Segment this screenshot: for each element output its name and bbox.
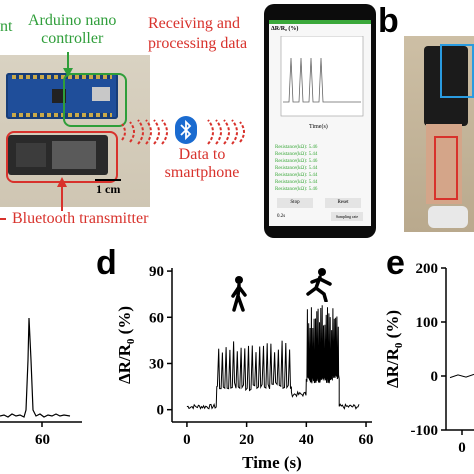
sensor-highlight-box [440,44,474,98]
arduino-highlight-box [63,73,127,127]
e-xtick-label: 0 [458,440,466,456]
phone-plot-xlabel: Time(s) [309,124,328,130]
data-label-line1: Data to [178,146,226,163]
c-xtick-label: 60 [35,432,50,448]
cut-label-left: nt [0,18,13,35]
arduino-label: Arduino nano controller [28,12,116,48]
phone-readouts: Resistance(kΩ): 5.46 Resistance(kΩ): 5.4… [275,144,317,193]
d-xtick-label: 60 [359,432,374,448]
d-ylabel: ΔR/R0 (%) [115,306,137,384]
scale-bar-label: 1 cm [96,182,121,196]
panel-label-d: d [96,244,117,282]
phone-readout: Resistance(kΩ): 5.46 [275,145,318,150]
phone-plot-ylabel: ΔR/R₀ (%) [271,26,299,32]
phone-screen: ΔR/R₀ (%) Time(s) Resistance(kΩ): 5.46 R… [269,20,371,226]
d-ytick-label: 0 [157,403,165,419]
e-ytick-label: 100 [416,315,439,331]
receiving-label: Receiving and processing data [148,14,247,54]
d-xtick-label: 40 [299,432,314,448]
panel-label-e: e [386,244,405,282]
phone-time-value: 0.2s [277,214,286,219]
wireless-signal [121,119,245,145]
panel-label-b: b [378,2,399,40]
e-ytick-label: -100 [411,423,439,439]
board-photo: 1 cm [0,55,150,207]
phone-reset-button[interactable]: Reset [325,198,361,208]
d-xlabel: Time (s) [242,453,302,472]
phone-sampling-button[interactable]: Sampling rate [331,212,363,221]
d-ytick-label: 60 [149,310,164,326]
receiving-label-line1: Receiving and [148,15,240,32]
panel-d-chart: 0 20 40 60 0 30 60 90 Time (s) ΔR/R0 (%) [115,264,374,472]
d-xtick-label: 0 [183,432,191,448]
c-line [0,317,71,418]
e-ytick-label: 0 [431,369,439,385]
receiving-label-line2: processing data [148,35,248,52]
panel-e-chart: 200 100 0 -100 0 ΔR/R0 (%) [383,261,474,456]
e-signal-line [449,373,474,379]
arduino-label-line2: controller [41,30,104,47]
leg-photo [404,36,474,232]
arduino-arrow [63,52,73,77]
e-ylabel: ΔR/R0 (%) [383,310,405,388]
walking-person-icon [228,276,250,317]
phone-readout: Resistance(kΩ): 5.44 [275,152,318,157]
smartphone: ΔR/R₀ (%) Time(s) Resistance(kΩ): 5.46 R… [264,4,376,238]
sensor-highlight-box-2 [434,136,458,200]
data-to-smartphone-label: Data to smartphone [147,146,257,182]
d-ytick-label: 30 [149,356,164,372]
phone-readout: Resistance(kΩ): 5.46 [275,159,318,164]
d-xtick-label: 20 [239,432,254,448]
phone-readout: Resistance(kΩ): 5.44 [275,173,318,178]
arduino-label-line1: Arduino nano [28,12,117,29]
bluetooth-arrow [57,177,67,211]
panel-c-chart: 60 [0,317,82,448]
d-signal-line [186,305,360,410]
d-ytick-label: 90 [149,264,164,280]
bluetooth-label-text: Bluetooth transmitter [12,210,149,227]
bluetooth-label: Bluetooth transmitter [0,210,148,228]
bluetooth-icon [175,116,197,144]
e-ytick-label: 200 [416,261,439,277]
phone-readout: Resistance(kΩ): 5.44 [275,180,318,185]
phone-readout: Resistance(kΩ): 5.46 [275,187,318,192]
scale-bar [95,179,121,181]
phone-readout: Resistance(kΩ): 5.44 [275,166,318,171]
running-person-icon [304,268,334,307]
phone-plot [280,36,364,117]
phone-stop-button[interactable]: Stop [277,198,313,208]
data-label-line2: smartphone [164,164,240,181]
